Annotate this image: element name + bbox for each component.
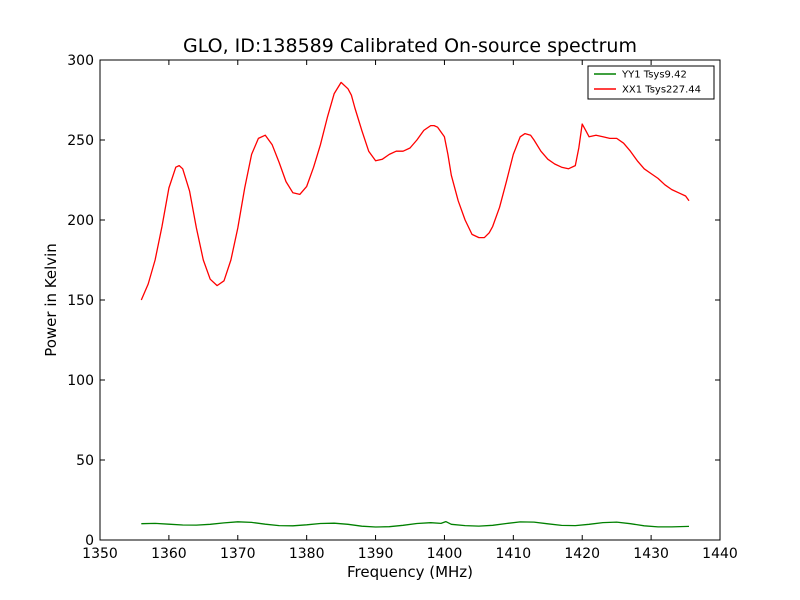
- x-tick-label: 1350: [82, 546, 118, 562]
- legend: YY1 Tsys9.42 XX1 Tsys227.44: [587, 65, 715, 100]
- x-tick-label: 1440: [702, 546, 738, 562]
- x-tick-label: 1360: [151, 546, 187, 562]
- y-tick-label: 300: [67, 53, 94, 69]
- x-axis-label: Frequency (MHz): [347, 563, 473, 581]
- chart-title: GLO, ID:138589 Calibrated On-source spec…: [183, 35, 637, 57]
- series-line-xx1: [140, 81, 690, 301]
- series-layer: [140, 81, 690, 528]
- x-tick-label: 1380: [289, 546, 325, 562]
- y-tick-label: 150: [67, 293, 94, 309]
- y-tick-label: 100: [67, 373, 94, 389]
- legend-label-yy1: YY1 Tsys9.42: [621, 70, 687, 81]
- y-tick-label: 50: [76, 453, 94, 469]
- axis-ticks: 1350 1360 1370 1380 1390 1400 1410 1420 1430 1440…: [67, 53, 738, 562]
- y-tick-label: 200: [67, 213, 94, 229]
- y-tick-label: 0: [85, 533, 94, 549]
- legend-label-xx1: XX1 Tsys227.44: [622, 85, 701, 96]
- x-tick-label: 1430: [633, 546, 669, 562]
- x-tick-label: 1370: [220, 546, 256, 562]
- legend-box: [587, 65, 715, 100]
- y-axis-label: Power in Kelvin: [42, 243, 60, 357]
- x-tick-label: 1390: [358, 546, 394, 562]
- x-tick-label: 1400: [427, 546, 463, 562]
- x-tick-label: 1420: [564, 546, 600, 562]
- series-line-yy1: [141, 520, 690, 528]
- x-tick-label: 1410: [496, 546, 532, 562]
- y-tick-label: 250: [67, 133, 94, 149]
